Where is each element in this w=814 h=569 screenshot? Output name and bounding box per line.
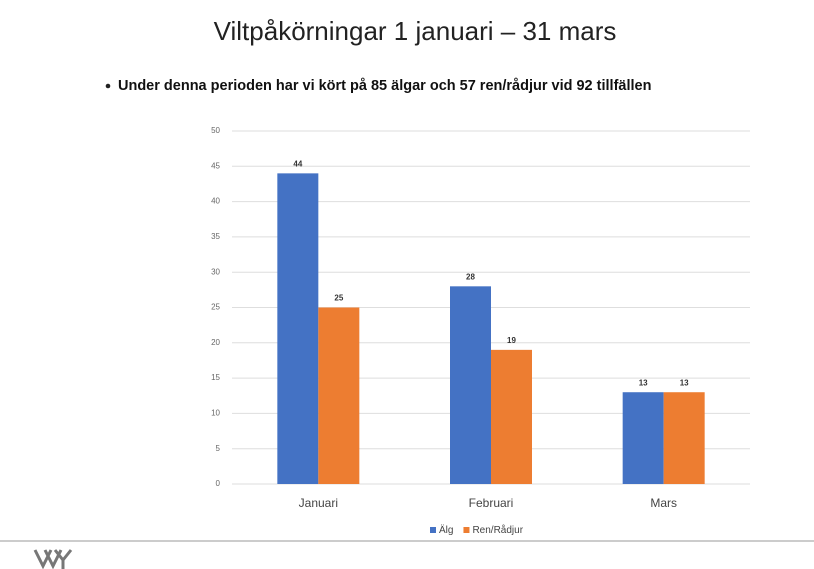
y-tick-label: 10	[211, 409, 220, 418]
y-tick-label: 50	[211, 126, 220, 135]
bullet	[105, 83, 111, 89]
bar	[318, 307, 360, 484]
y-tick-label: 15	[211, 373, 220, 382]
y-tick-label: 20	[211, 338, 220, 347]
y-tick-label: 40	[211, 197, 220, 206]
y-tick-label: 25	[211, 303, 220, 312]
data-label: 13	[680, 378, 689, 387]
y-tick-label: 35	[211, 232, 220, 241]
bar	[277, 173, 319, 485]
legend-label: Älg	[439, 524, 453, 536]
legend-label: Ren/Rådjur	[472, 524, 523, 536]
bar	[663, 392, 705, 484]
data-label: 13	[639, 378, 648, 387]
legend-swatch	[463, 527, 470, 533]
bar	[450, 286, 491, 484]
data-label: 19	[507, 336, 516, 345]
y-tick-label: 5	[216, 444, 221, 453]
slide-title: Viltpåkörningar 1 januari – 31 mars	[214, 16, 617, 46]
logo	[33, 549, 73, 569]
x-tick-label: Januari	[299, 496, 338, 510]
data-label: 25	[334, 294, 343, 303]
data-label: 44	[293, 159, 302, 168]
x-tick-label: Februari	[469, 496, 514, 510]
bar	[491, 349, 532, 484]
subtitle: Under denna perioden har vi kört på 85 ä…	[118, 78, 651, 94]
bar	[622, 392, 664, 484]
data-label: 28	[466, 272, 475, 281]
y-tick-label: 45	[211, 161, 220, 170]
y-tick-label: 0	[216, 479, 221, 488]
x-tick-label: Mars	[650, 496, 677, 510]
legend-swatch	[430, 527, 436, 533]
y-tick-label: 30	[211, 267, 220, 276]
